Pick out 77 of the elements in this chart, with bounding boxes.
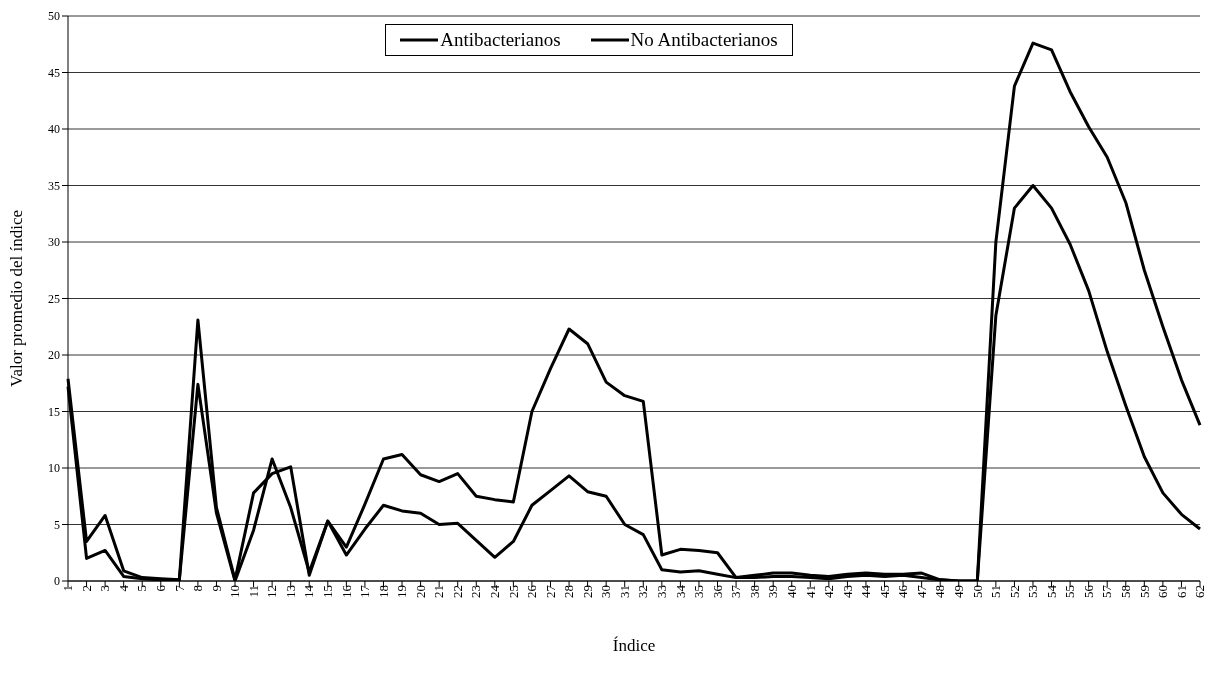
y-tick-label: 10 (48, 461, 60, 476)
x-tick-label: 38 (746, 585, 762, 598)
x-tick-label: 19 (394, 585, 410, 598)
legend-label: No Antibacterianos (629, 29, 778, 51)
x-tick-label: 5 (134, 585, 150, 592)
x-tick-label: 59 (1136, 585, 1152, 598)
x-tick-label: 35 (691, 585, 707, 598)
y-tick-label: 15 (48, 404, 60, 419)
x-tick-label: 2 (78, 585, 94, 592)
x-tick-label: 13 (282, 585, 298, 598)
x-tick-label: 42 (821, 585, 837, 598)
x-tick-label: 56 (1080, 584, 1096, 598)
x-axis-title: Índice (612, 636, 656, 655)
x-tick-label: 22 (449, 585, 465, 598)
x-tick-label: 61 (1173, 585, 1189, 598)
x-tick-label: 57 (1099, 584, 1115, 598)
x-tick-label: 29 (579, 585, 595, 598)
x-tick-label: 45 (876, 585, 892, 598)
x-tick-label: 37 (728, 584, 744, 598)
x-tick-label: 10 (227, 585, 243, 598)
y-axis-title: Valor promedio del índice (7, 209, 27, 388)
x-tick-label: 27 (542, 584, 558, 598)
x-tick-label: 28 (561, 585, 577, 598)
x-tick-label: 26 (524, 584, 540, 598)
x-tick-label: 44 (858, 584, 874, 598)
x-tick-label: 52 (1006, 585, 1022, 598)
y-tick-label: 25 (48, 291, 60, 306)
x-tick-label: 20 (412, 585, 428, 598)
x-tick-label: 30 (598, 585, 614, 598)
x-tick-label: 36 (709, 584, 725, 598)
x-tick-label: 16 (338, 584, 354, 598)
x-tick-label: 14 (301, 584, 317, 598)
x-tick-label: 55 (1062, 585, 1078, 598)
x-tick-label: 8 (190, 585, 206, 592)
x-tick-label: 46 (895, 584, 911, 598)
x-tick-label: 23 (468, 585, 484, 598)
x-tick-label: 4 (115, 584, 131, 592)
y-tick-label: 35 (48, 178, 60, 193)
x-tick-label: 3 (97, 585, 113, 592)
y-tick-label: 45 (48, 65, 60, 80)
x-tick-label: 17 (357, 584, 373, 598)
x-tick-label: 6 (153, 584, 169, 592)
x-tick-label: 43 (839, 585, 855, 598)
x-tick-label: 40 (783, 585, 799, 598)
legend-label: Antibacterianos (439, 29, 561, 51)
x-tick-label: 62 (1192, 585, 1208, 598)
x-tick-label: 24 (487, 584, 503, 598)
x-tick-label: 1 (60, 585, 76, 592)
x-tick-label: 51 (988, 585, 1004, 598)
x-tick-label: 18 (375, 585, 391, 598)
x-tick-label: 50 (969, 585, 985, 598)
x-tick-label: 34 (672, 584, 688, 598)
x-tick-label: 54 (1043, 584, 1059, 598)
x-tick-label: 48 (932, 585, 948, 598)
y-tick-label: 50 (48, 9, 60, 24)
x-tick-label: 7 (171, 584, 187, 592)
x-tick-label: 11 (245, 585, 261, 598)
y-tick-label: 0 (54, 574, 60, 589)
x-tick-label: 9 (208, 585, 224, 592)
y-tick-label: 20 (48, 348, 60, 363)
x-tick-label: 12 (264, 585, 280, 598)
x-tick-label: 39 (765, 585, 781, 598)
x-tick-label: 21 (431, 585, 447, 598)
x-tick-label: 53 (1025, 585, 1041, 598)
x-tick-label: 31 (616, 585, 632, 598)
x-tick-label: 49 (950, 585, 966, 598)
x-tick-label: 15 (320, 585, 336, 598)
y-tick-label: 40 (48, 122, 60, 137)
y-tick-label: 5 (54, 517, 60, 532)
x-tick-label: 41 (802, 585, 818, 598)
x-tick-label: 58 (1118, 585, 1133, 598)
x-tick-label: 25 (505, 585, 521, 598)
x-tick-label: 33 (654, 585, 670, 598)
x-tick-label: 47 (913, 584, 929, 598)
y-tick-label: 30 (48, 235, 60, 250)
x-tick-label: 32 (635, 585, 651, 598)
x-tick-label: 60 (1155, 585, 1171, 598)
